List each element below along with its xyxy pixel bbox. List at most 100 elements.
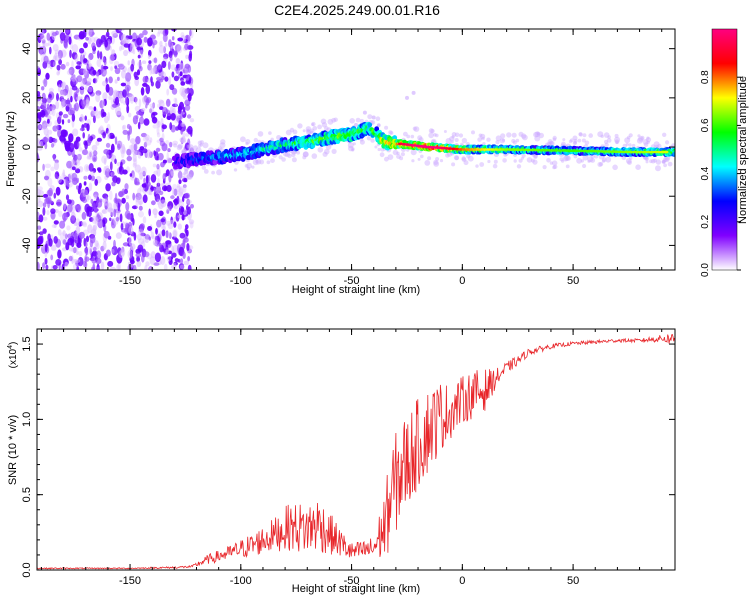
heatmap-noise-cell (138, 65, 143, 72)
heatmap-halo-cell (640, 135, 645, 140)
heatmap-noise-cell (170, 64, 176, 71)
heatmap-noise-cell (162, 33, 168, 43)
heatmap-noise-cell (90, 36, 96, 43)
heatmap-halo-cell (461, 157, 467, 163)
heatmap-noise-cell (37, 200, 44, 208)
heatmap-halo-cell (216, 169, 223, 176)
heatmap-halo-cell (312, 126, 318, 131)
x-tick-label: -100 (230, 275, 252, 287)
heatmap-noise-cell (82, 221, 87, 226)
heatmap-noise-cell (76, 61, 82, 65)
heatmap-noise-cell (128, 35, 133, 40)
heatmap-noise-cell (47, 118, 50, 124)
heatmap-noise-cell (62, 212, 68, 221)
heatmap-halo-cell (581, 138, 586, 143)
heatmap-noise-cell (171, 245, 175, 254)
heatmap-noise-cell (37, 225, 42, 230)
heatmap-noise-cell (90, 170, 95, 176)
heatmap-noise-cell (176, 195, 180, 205)
heatmap-halo-cell (597, 131, 604, 138)
heatmap-halo-cell (348, 145, 354, 152)
heatmap-noise-cell (87, 63, 92, 70)
heatmap-core-cell (585, 149, 591, 153)
heatmap-noise-cell (124, 96, 128, 105)
heatmap-noise-cell (145, 175, 149, 184)
heatmap-noise-cell (115, 177, 121, 185)
heatmap-core-cell (607, 150, 612, 153)
heatmap-halo-cell (389, 131, 394, 135)
heatmap-noise-cell (110, 66, 113, 72)
heatmap-noise-cell (166, 115, 172, 120)
heatmap-noise-cell (115, 216, 120, 222)
heatmap-noise-cell (85, 246, 88, 256)
heatmap-noise-cell (49, 59, 56, 68)
heatmap-noise-cell (50, 208, 56, 214)
heatmap-halo-cell (661, 160, 666, 164)
heatmap-noise-cell (79, 54, 83, 65)
heatmap-core-cell (596, 150, 602, 153)
heatmap-noise-cell (41, 102, 47, 110)
x-tick-label: -50 (344, 275, 360, 287)
heatmap-noise-cell (179, 199, 183, 203)
heatmap-noise-cell (80, 99, 87, 107)
heatmap-core-cell (507, 148, 513, 151)
heatmap-noise-cell (177, 170, 183, 180)
heatmap-noise-cell (173, 50, 178, 58)
heatmap-noise-cell (58, 210, 63, 218)
heatmap-core-cell (592, 149, 598, 153)
heatmap-halo-cell (445, 138, 452, 144)
heatmap-noise-cell (66, 97, 71, 108)
heatmap-ridge-cell (392, 135, 398, 141)
heatmap-noise-cell (91, 202, 96, 209)
heatmap-halo-cell (597, 162, 603, 167)
heatmap-halo-cell (538, 132, 544, 139)
heatmap-noise-cell (68, 247, 74, 252)
heatmap-noise-cell (82, 222, 88, 228)
heatmap-noise-cell (127, 213, 132, 220)
colorbar: 0.0 0.2 0.4 0.6 0.8 Normalized spectral ampl… (700, 28, 749, 277)
heatmap-halo-cell (662, 157, 668, 162)
heatmap-noise-cell (148, 191, 153, 196)
heatmap-halo-cell (612, 164, 618, 171)
heatmap-noise-cell (55, 259, 62, 266)
heatmap-halo-cell (521, 156, 524, 160)
heatmap-core-cell (649, 150, 655, 154)
heatmap-noise-cell (173, 204, 179, 210)
heatmap-noise-cell (75, 96, 82, 101)
heatmap-noise-cell (138, 205, 143, 211)
heatmap-noise-cell (69, 49, 72, 59)
heatmap-noise-cell (128, 94, 135, 102)
heatmap-noise-cell (156, 198, 160, 206)
heatmap-noise-cell (122, 129, 129, 135)
heatmap-noise-cell (88, 174, 92, 181)
heatmap-noise-cell (114, 79, 118, 84)
heatmap-halo-cell (245, 142, 249, 146)
heatmap-halo-cell (662, 132, 667, 137)
heatmap-halo-cell (291, 157, 297, 163)
heatmap-noise-cell (79, 86, 85, 90)
heatmap-halo-cell (377, 147, 381, 152)
heatmap-noise-cell (161, 124, 167, 130)
heatmap-noise-cell (177, 109, 182, 115)
heatmap-noise-cell (126, 80, 131, 85)
heatmap-halo-cell (270, 158, 275, 164)
x-tick-label: 0 (459, 575, 465, 587)
heatmap-halo-cell (590, 157, 596, 163)
heatmap-halo-cell (450, 140, 454, 144)
heatmap-halo-cell (584, 140, 590, 146)
heatmap-noise-cell (64, 233, 68, 240)
heatmap-noise-cell (118, 63, 125, 69)
heatmap-noise-cell (169, 122, 173, 131)
heatmap-noise-cell (114, 96, 120, 106)
heatmap-noise-cell (177, 123, 183, 131)
heatmap-halo-cell (302, 151, 309, 158)
heatmap-noise-cell (136, 256, 141, 263)
snr-multiplier-exp: 4 (7, 345, 14, 349)
heatmap-spur-cell (362, 110, 367, 115)
heatmap-noise-cell (76, 250, 79, 255)
heatmap-halo-cell (333, 117, 338, 122)
heatmap-noise-cell (178, 187, 184, 196)
heatmap-halo-cell (311, 153, 318, 159)
heatmap-noise-cell (142, 76, 148, 84)
snr-x-axis: -150 -100 -50 0 50 (40, 329, 663, 587)
